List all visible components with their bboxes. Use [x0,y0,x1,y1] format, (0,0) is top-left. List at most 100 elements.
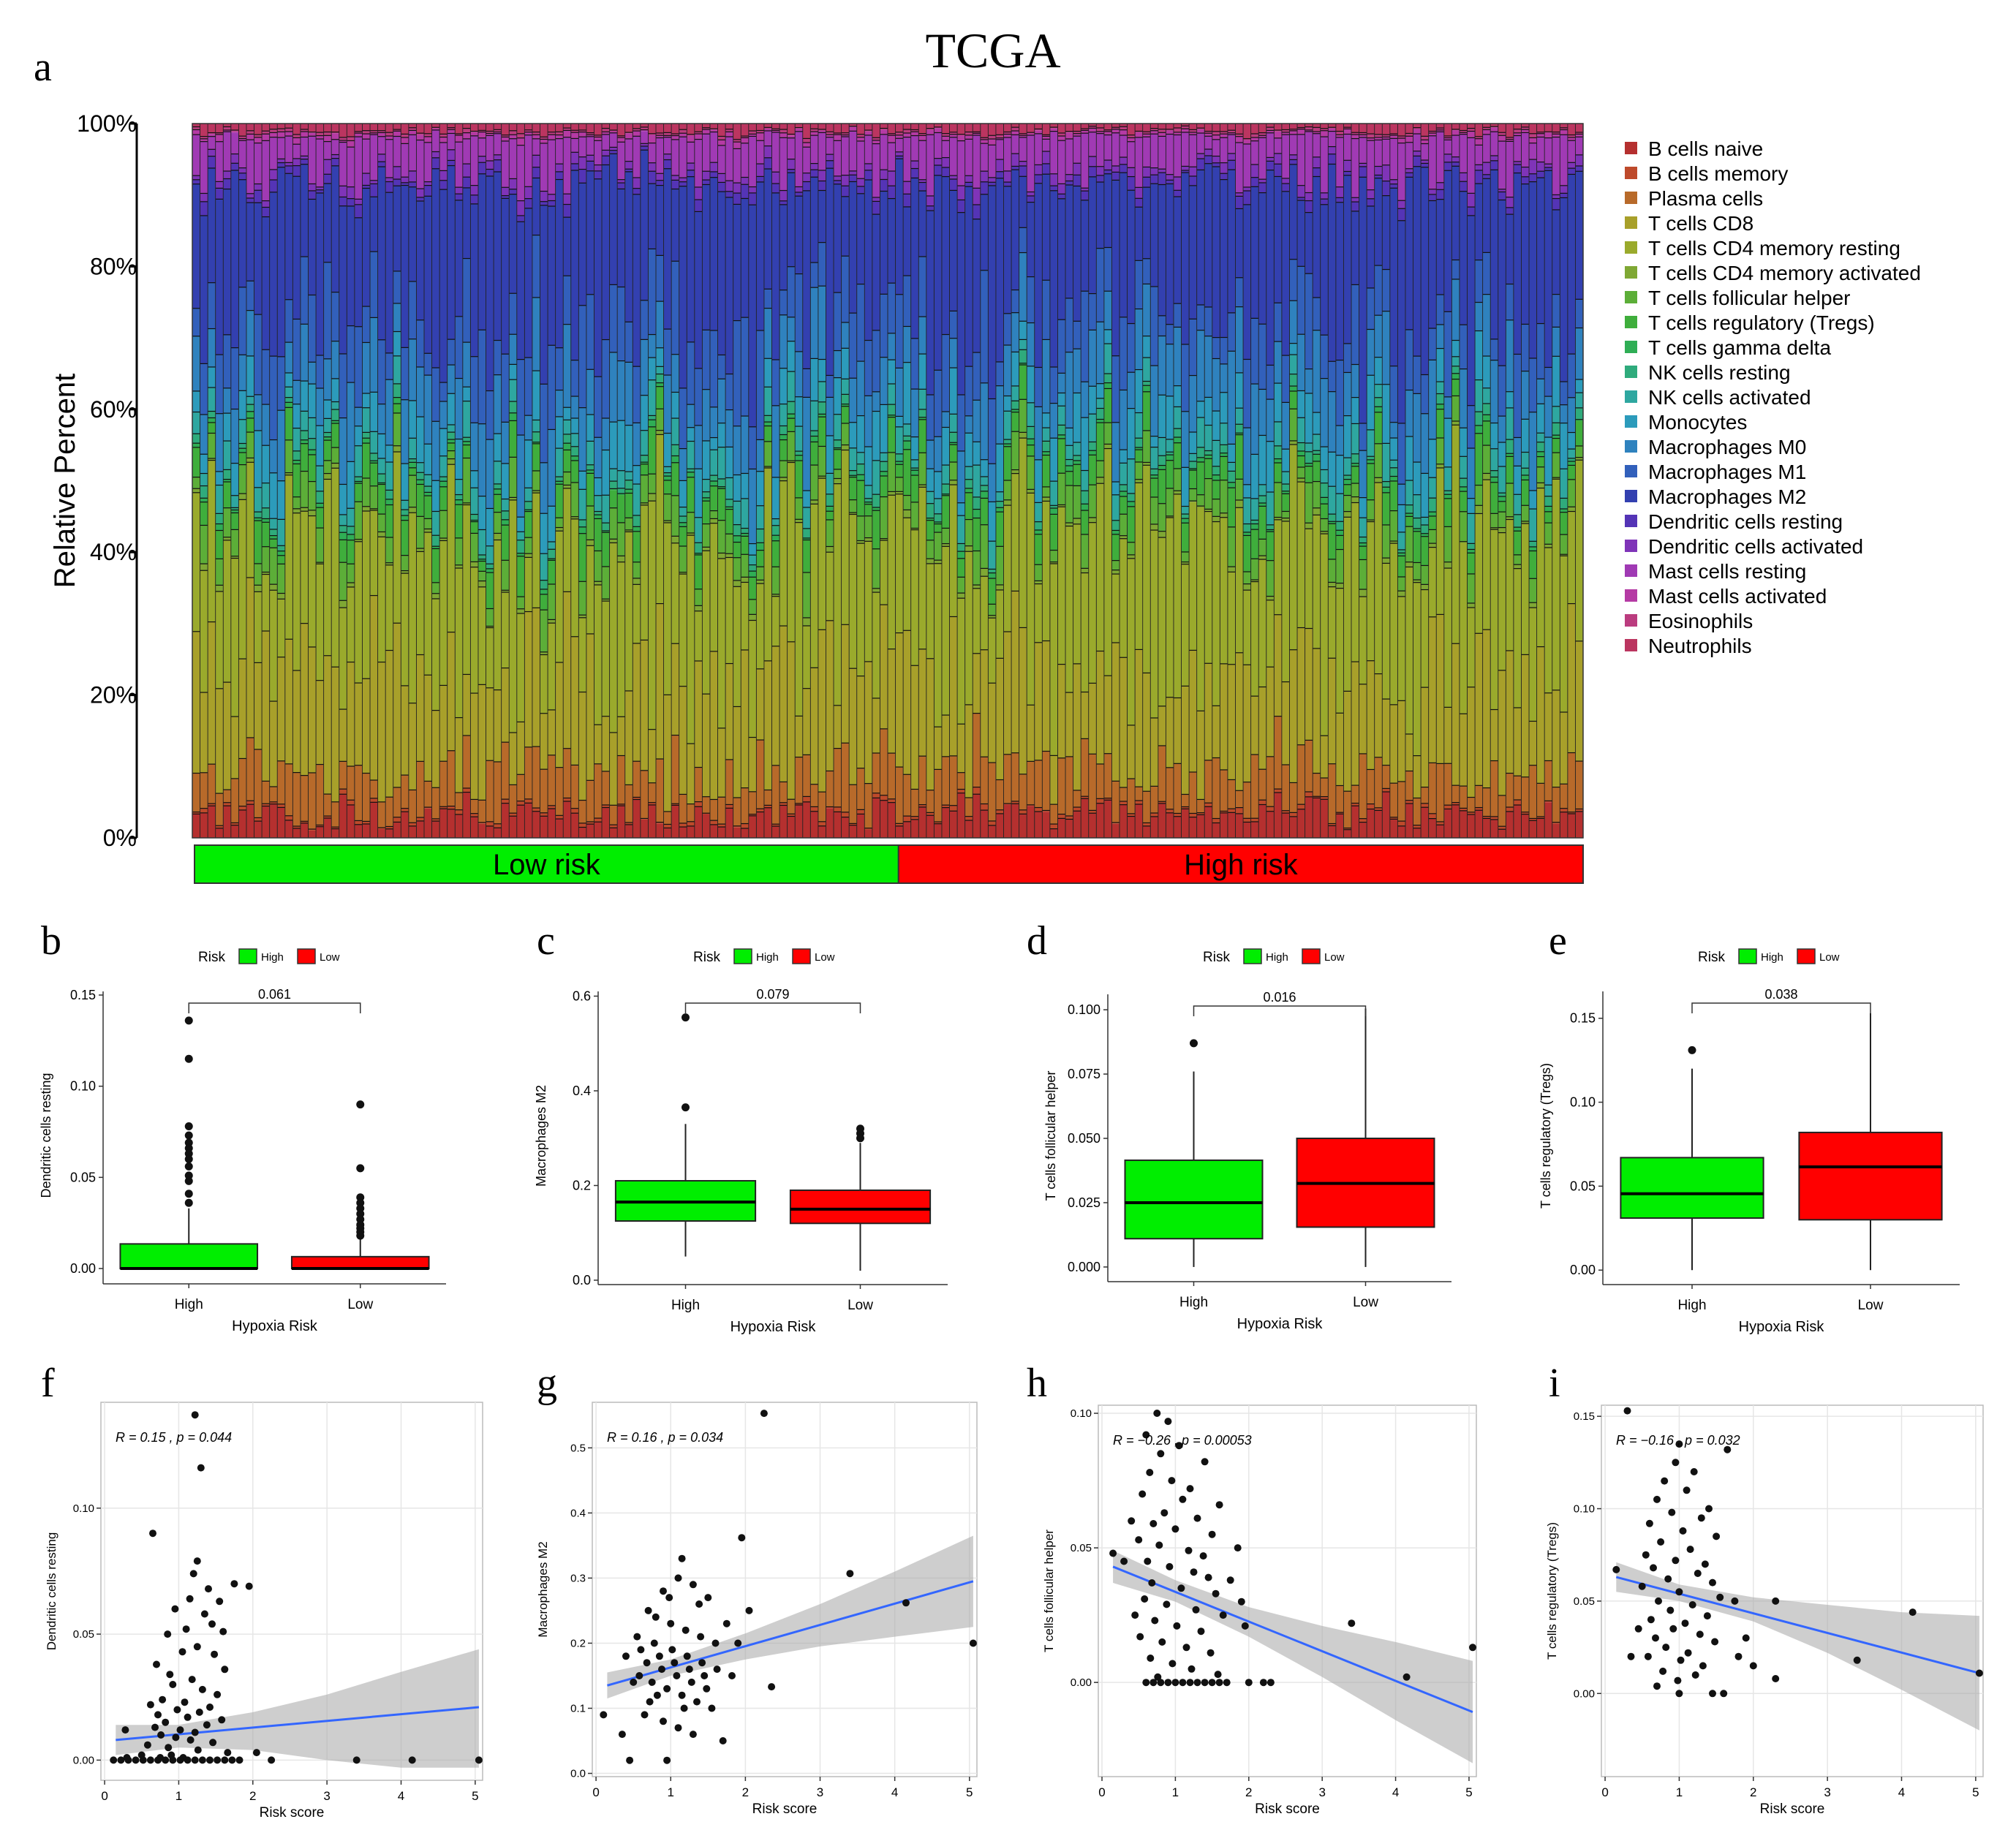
segment-nk-cells-activated [246,396,254,405]
segment-dendritic-cells-activated [841,175,850,186]
segment-t-cells-gamma-delta [841,404,850,407]
segment-plasma-cells [1019,774,1027,810]
segment-monocytes [563,407,572,420]
segment-dendritic-cells-resting [802,181,811,191]
segment-macrophages-m2 [586,170,594,295]
segment-eosinophils [208,132,216,135]
segment-macrophages-m0 [230,409,239,464]
segment-eosinophils [586,132,594,135]
segment-nk-cells-resting [849,470,857,476]
segment-t-cells-regulatory-tregs- [888,417,896,453]
sample-bar-97 [933,124,943,838]
segment-mast-cells-resting [918,140,927,180]
segment-t-cells-gamma-delta [617,494,625,496]
segment-t-cells-cd4-memory-resting [501,592,510,668]
segment-eosinophils [300,129,309,132]
segment-t-cells-gamma-delta [455,499,464,505]
segment-neutrophils [671,124,679,135]
segment-macrophages-m2 [1027,202,1035,277]
segment-b-cells-memory [416,817,425,821]
segment-mast-cells-activated [1073,133,1081,137]
segment-macrophages-m2 [717,192,726,355]
segment-monocytes [494,434,502,461]
segment-nk-cells-activated [656,366,664,374]
segment-plasma-cells [277,760,286,804]
segment-dendritic-cells-activated [957,186,965,200]
segment-mast-cells-activated [555,135,564,139]
segment-dendritic-cells-activated [1073,163,1081,175]
segment-t-cells-cd4-memory-activated [509,497,518,500]
segment-b-cells-naive [540,816,548,838]
segment-dendritic-cells-resting [795,192,804,197]
segment-b-cells-memory [401,808,409,812]
segment-t-cells-gamma-delta [880,471,888,476]
segment-t-cells-cd4-memory-activated [988,615,997,619]
segment-macrophages-m1 [462,258,471,343]
segment-macrophages-m1 [910,338,919,390]
segment-t-cells-cd4-memory-activated [1003,499,1012,506]
segment-eosinophils [1003,132,1012,135]
sample-bar-84 [833,124,842,838]
segment-t-cells-gamma-delta [795,455,804,461]
segment-b-cells-naive [763,807,772,838]
segment-t-cells-cd4-memory-activated [733,580,741,587]
segment-b-cells-memory [810,806,819,812]
segment-macrophages-m0 [532,297,540,371]
segment-neutrophils [208,124,216,133]
segment-nk-cells-resting [895,453,904,462]
segment-monocytes [1073,393,1081,443]
segment-b-cells-memory [347,800,355,805]
segment-nk-cells-activated [1049,481,1058,506]
segment-monocytes [238,390,247,420]
segment-mast-cells-activated [486,133,494,136]
segment-t-cells-cd8 [393,623,401,787]
segment-nk-cells-activated [880,453,888,462]
segment-b-cells-memory [439,806,448,809]
segment-nk-cells-resting [362,432,371,439]
segment-nk-cells-resting [779,426,788,435]
segment-macrophages-m2 [602,165,610,340]
segment-macrophages-m1 [354,326,363,408]
segment-dendritic-cells-activated [354,199,363,205]
segment-t-cells-regulatory-tregs- [524,511,533,538]
segment-t-cells-follicular-helper [1042,486,1051,498]
segment-macrophages-m2 [462,187,471,259]
segment-macrophages-m2 [223,189,232,335]
segment-t-cells-regulatory-tregs- [208,422,216,434]
segment-macrophages-m2 [238,179,247,287]
segment-neutrophils [648,124,657,134]
segment-t-cells-regulatory-tregs- [903,449,911,496]
segment-macrophages-m2 [393,186,401,271]
segment-t-cells-cd4-memory-resting [980,576,989,650]
segment-t-cells-follicular-helper [462,458,471,503]
segment-macrophages-m2 [826,168,834,376]
sample-bar-13 [284,124,293,838]
segment-nk-cells-resting [1034,521,1043,530]
segment-t-cells-cd4-memory-activated [393,445,401,453]
sample-bar-4 [215,124,224,838]
segment-neutrophils [910,124,919,130]
sample-bar-67 [701,124,711,838]
segment-t-cells-cd4-memory-resting [262,574,270,632]
segment-mast-cells-activated [347,140,355,148]
segment-mast-cells-resting [741,143,750,178]
segment-plasma-cells [910,789,919,817]
segment-dendritic-cells-resting [362,185,371,189]
segment-macrophages-m2 [934,175,943,371]
segment-monocytes [323,400,332,419]
segment-t-cells-follicular-helper [1049,550,1058,562]
segment-eosinophils [316,132,324,136]
segment-monocytes [841,348,850,379]
segment-mast-cells-activated [763,128,772,131]
segment-macrophages-m0 [864,396,873,447]
segment-t-cells-regulatory-tregs- [624,493,633,518]
segment-t-cells-cd8 [1027,705,1035,762]
segment-nk-cells-resting [656,374,664,383]
segment-nk-cells-activated [802,507,811,529]
segment-nk-cells-resting [725,499,733,507]
segment-neutrophils [826,124,834,132]
segment-mast-cells-resting [208,136,216,150]
segment-t-cells-follicular-helper [439,510,448,539]
segment-nk-cells-activated [1003,411,1012,440]
sample-bar-49 [562,124,572,838]
